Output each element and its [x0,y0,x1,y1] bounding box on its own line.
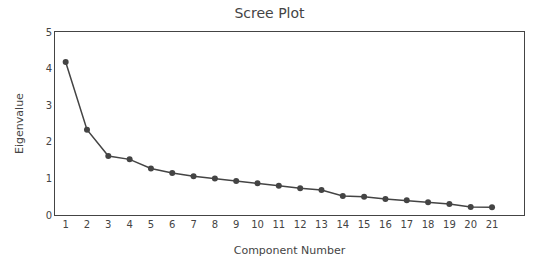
svg-text:6: 6 [169,219,175,230]
svg-text:7: 7 [190,219,196,230]
svg-text:0: 0 [46,210,52,221]
svg-text:17: 17 [400,219,413,230]
svg-text:18: 18 [422,219,435,230]
svg-text:1: 1 [46,173,52,184]
svg-text:9: 9 [233,219,239,230]
svg-text:14: 14 [336,219,349,230]
svg-text:11: 11 [272,219,285,230]
svg-text:20: 20 [464,219,477,230]
svg-text:4: 4 [46,63,52,74]
svg-text:15: 15 [358,219,371,230]
svg-text:8: 8 [212,219,218,230]
svg-text:16: 16 [379,219,392,230]
svg-text:2: 2 [84,219,90,230]
svg-text:3: 3 [46,100,52,111]
svg-text:5: 5 [46,27,52,38]
svg-text:1: 1 [62,219,68,230]
svg-text:Component Number: Component Number [234,244,346,257]
svg-text:Eigenvalue: Eigenvalue [13,93,26,154]
svg-text:2: 2 [46,136,52,147]
svg-text:10: 10 [251,219,264,230]
svg-text:4: 4 [126,219,132,230]
svg-text:12: 12 [294,219,307,230]
svg-text:21: 21 [486,219,499,230]
svg-text:3: 3 [105,219,111,230]
svg-text:Scree Plot: Scree Plot [234,5,305,21]
svg-text:5: 5 [148,219,154,230]
svg-text:19: 19 [443,219,456,230]
svg-text:13: 13 [315,219,328,230]
